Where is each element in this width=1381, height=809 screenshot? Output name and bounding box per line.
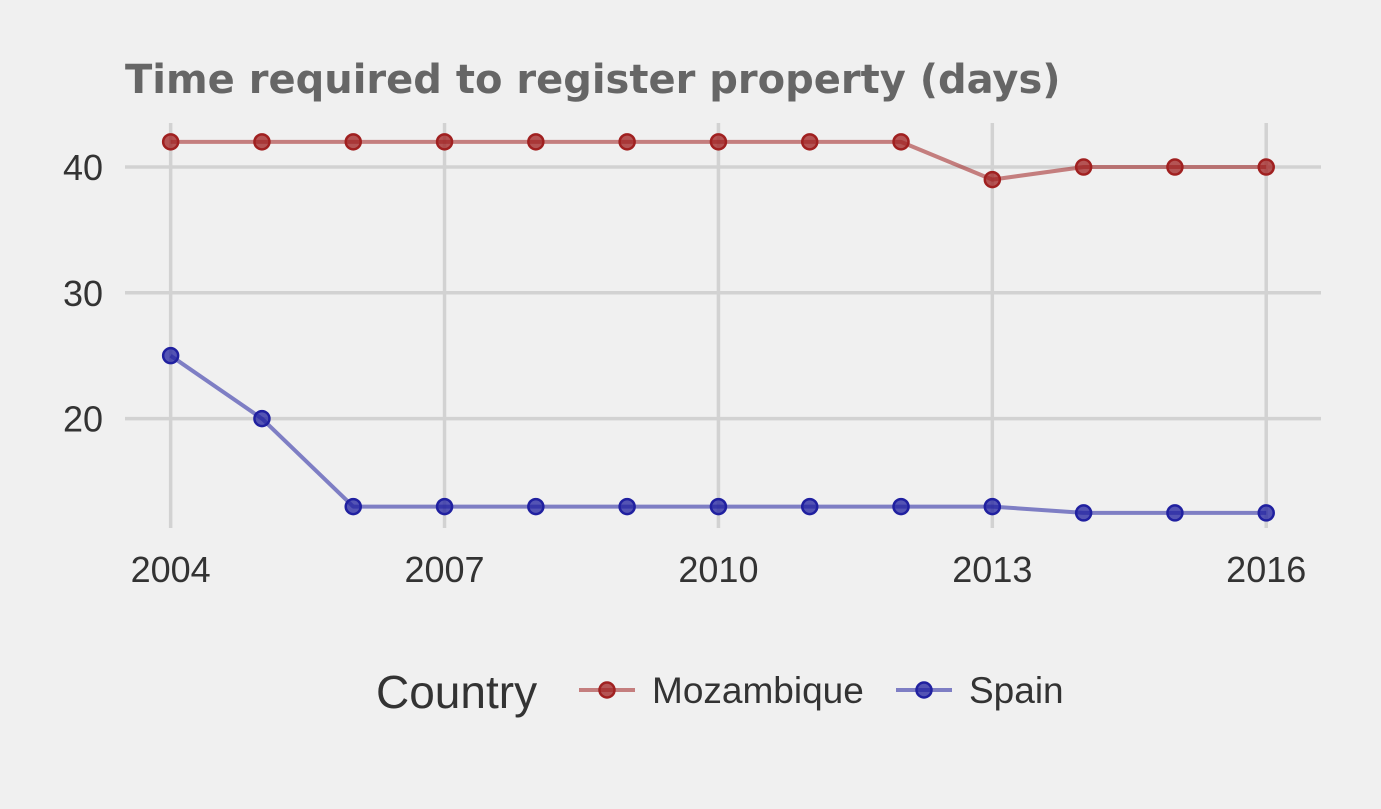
x-axis-ticks: 2004 2007 2010 2013 2016: [131, 549, 1307, 590]
x-tick-label: 2013: [952, 549, 1032, 590]
data-point-spain: [800, 497, 819, 516]
y-axis-ticks: 20 30 40: [63, 147, 103, 440]
legend-title: Country: [376, 666, 537, 718]
data-point-mozambique: [1257, 158, 1275, 176]
data-point-mozambique: [983, 170, 1002, 189]
legend-marker-mozambique: [598, 681, 616, 699]
legend-item-spain: Spain: [896, 670, 1064, 711]
legend: Country Mozambique Spain: [376, 666, 1064, 718]
y-tick-label: 40: [63, 147, 103, 188]
data-point-mozambique: [527, 133, 545, 151]
chart-title: Time required to register property (days…: [125, 57, 1061, 103]
x-tick-label: 2016: [1226, 549, 1306, 590]
data-point-spain: [892, 497, 910, 516]
legend-label-mozambique: Mozambique: [652, 670, 864, 711]
legend-item-mozambique: Mozambique: [579, 670, 864, 711]
data-point-mozambique: [253, 133, 271, 151]
data-point-spain: [618, 497, 636, 516]
data-point-spain: [983, 497, 1002, 516]
data-point-mozambique: [618, 133, 636, 151]
x-tick-label: 2007: [404, 549, 484, 590]
data-point-spain: [1074, 504, 1093, 522]
grid: [125, 123, 1321, 528]
data-point-spain: [1257, 504, 1275, 522]
data-point-spain: [253, 409, 271, 428]
legend-marker-spain: [915, 681, 933, 699]
data-point-mozambique: [161, 133, 180, 151]
x-tick-label: 2004: [131, 549, 211, 590]
series-points: [161, 133, 1275, 522]
data-point-mozambique: [892, 133, 910, 151]
data-point-mozambique: [1166, 158, 1184, 176]
data-point-mozambique: [709, 133, 728, 151]
data-point-mozambique: [344, 133, 362, 151]
data-point-mozambique: [800, 133, 819, 151]
data-point-spain: [1166, 504, 1184, 522]
legend-label-spain: Spain: [969, 670, 1064, 711]
data-point-mozambique: [1074, 158, 1093, 176]
data-point-spain: [435, 497, 454, 516]
data-point-mozambique: [435, 133, 454, 151]
data-point-spain: [709, 497, 728, 516]
y-tick-label: 20: [63, 399, 103, 440]
y-tick-label: 30: [63, 273, 103, 314]
data-point-spain: [161, 346, 180, 365]
data-point-spain: [344, 497, 362, 516]
x-tick-label: 2010: [678, 549, 758, 590]
data-point-spain: [527, 497, 545, 516]
